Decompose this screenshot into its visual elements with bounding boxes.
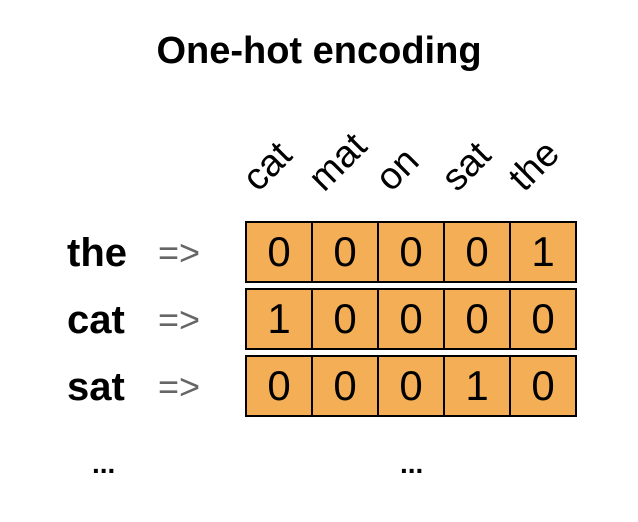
column-label-mat: mat — [301, 124, 376, 200]
row-word: sat — [67, 365, 125, 409]
arrow: => — [158, 232, 201, 273]
vector-cell: 0 — [377, 221, 445, 283]
vector-cell: 0 — [377, 288, 445, 350]
vector-cell: 0 — [443, 221, 511, 283]
rows-ellipsis: ... — [92, 448, 116, 479]
vector-cell: 1 — [443, 355, 511, 417]
vector-cell: 0 — [245, 355, 313, 417]
vector-cell: 0 — [509, 288, 577, 350]
column-label-on: on — [367, 139, 428, 200]
vector-cell: 0 — [377, 355, 445, 417]
column-label-sat: sat — [433, 133, 500, 200]
vector-cell: 0 — [443, 288, 511, 350]
arrow: => — [158, 366, 201, 407]
column-label-cat: cat — [234, 133, 301, 200]
vector-cell: 0 — [509, 355, 577, 417]
diagram-title: One-hot encoding — [156, 30, 482, 72]
arrow: => — [158, 299, 201, 340]
vector-cell: 0 — [245, 221, 313, 283]
matrix-ellipsis: ... — [400, 448, 424, 479]
vector-cell: 0 — [311, 355, 379, 417]
row-word: the — [67, 231, 127, 275]
row-word: cat — [67, 298, 125, 342]
vector-cell: 1 — [509, 221, 577, 283]
vector-cell: 0 — [311, 221, 379, 283]
vector-cell: 1 — [245, 288, 313, 350]
column-label-the: the — [500, 132, 568, 200]
vector-cell: 0 — [311, 288, 379, 350]
